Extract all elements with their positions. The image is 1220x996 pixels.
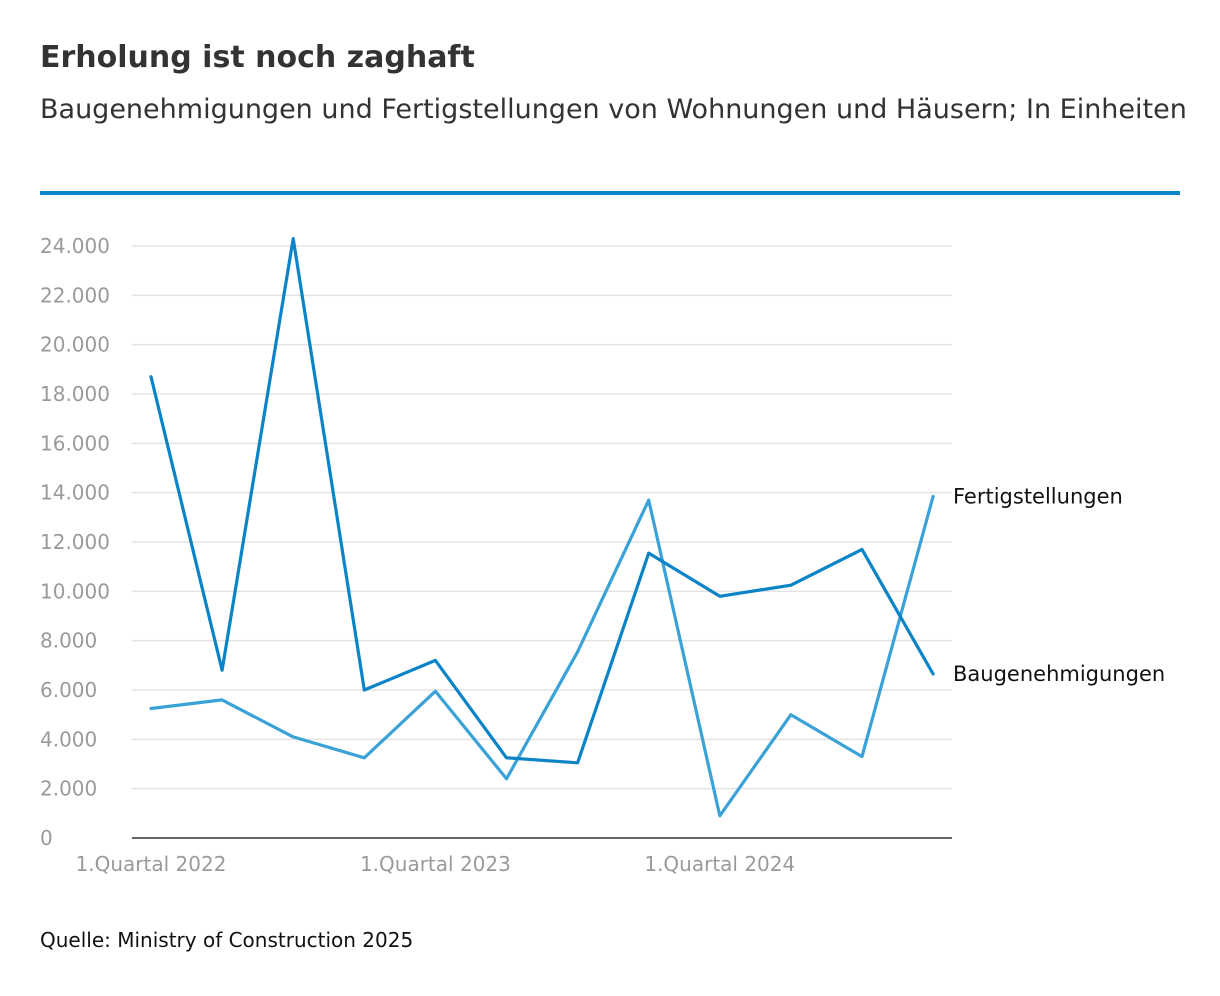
chart-subtitle: Baugenehmigungen und Fertigstellungen vo…: [40, 94, 1187, 125]
y-tick-label: 14.000: [40, 481, 110, 505]
y-tick-label: 22.000: [40, 283, 110, 307]
y-tick-label: 12.000: [40, 530, 110, 554]
y-tick-label: 6.000: [40, 678, 97, 702]
y-tick-label: 20.000: [40, 333, 110, 357]
y-tick-label: 16.000: [40, 431, 110, 455]
series-line-fertigstellungen: [149, 494, 935, 818]
x-tick-label: 1.Quartal 2023: [360, 852, 511, 876]
accent-rule: [40, 191, 1180, 195]
y-tick-label: 10.000: [40, 579, 110, 603]
chart-title: Erholung ist noch zaghaft: [40, 40, 475, 75]
x-tick-label: 1.Quartal 2024: [644, 852, 795, 876]
y-tick-label: 18.000: [40, 382, 110, 406]
y-tick-label: 4.000: [40, 727, 97, 751]
source-note: Quelle: Ministry of Construction 2025: [40, 928, 414, 952]
y-tick-label: 24.000: [40, 234, 110, 258]
y-tick-label: 8.000: [40, 629, 97, 653]
y-tick-label: 2.000: [40, 777, 97, 801]
x-tick-label: 1.Quartal 2022: [76, 852, 227, 876]
series-label-baugenehmigungen: Baugenehmigungen: [953, 662, 1165, 686]
series-label-fertigstellungen: Fertigstellungen: [953, 484, 1123, 508]
series-line-baugenehmigungen: [149, 237, 935, 765]
y-tick-label: 0: [40, 826, 53, 850]
